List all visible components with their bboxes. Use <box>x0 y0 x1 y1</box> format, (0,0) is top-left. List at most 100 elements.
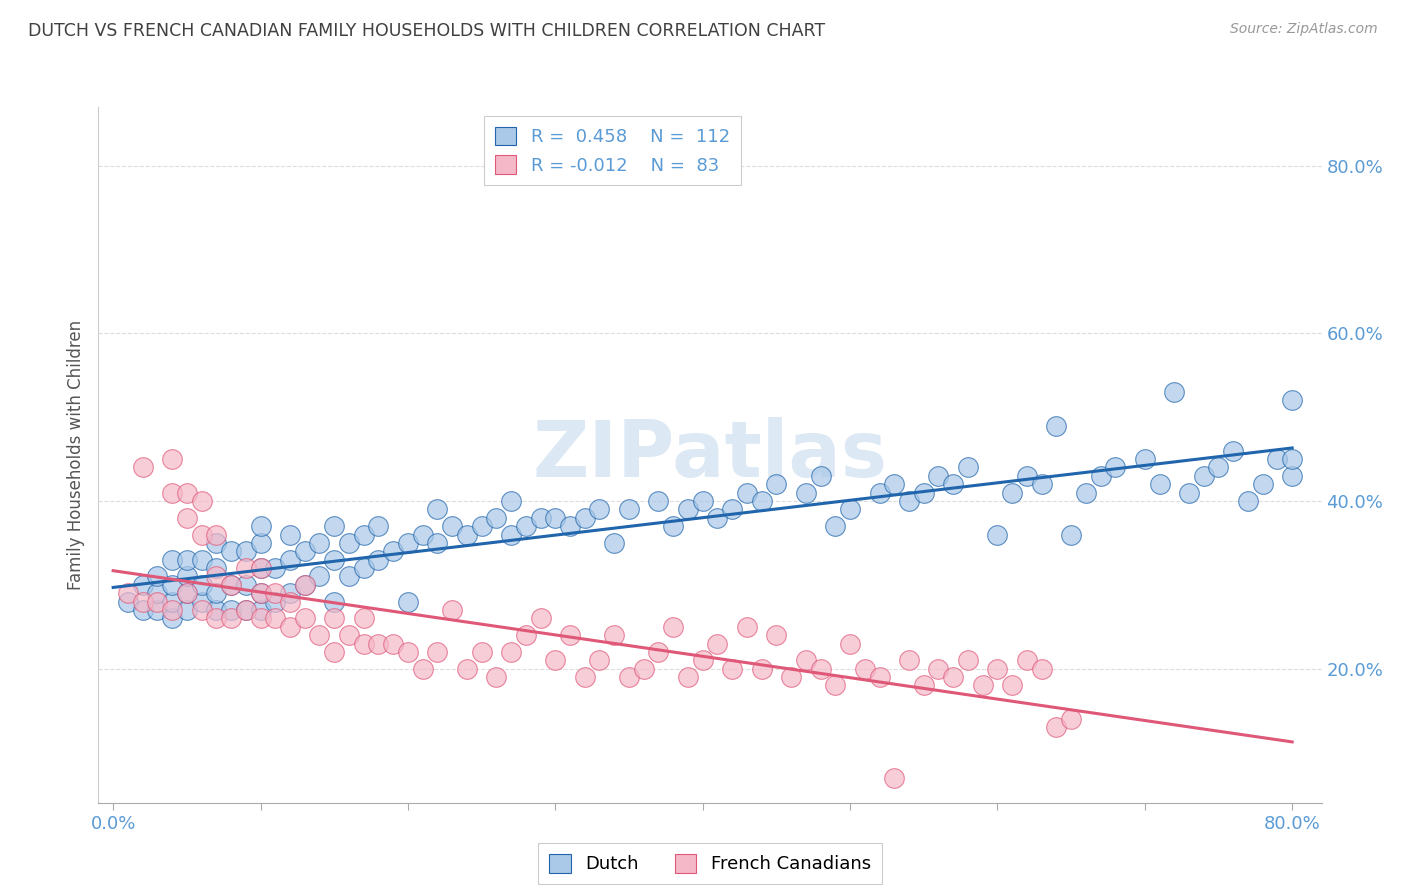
Point <box>308 628 330 642</box>
Point <box>176 510 198 524</box>
Point <box>751 494 773 508</box>
Point <box>235 544 257 558</box>
Point <box>337 536 360 550</box>
Point <box>249 536 271 550</box>
Point <box>308 536 330 550</box>
Point <box>1163 385 1185 400</box>
Point <box>1104 460 1126 475</box>
Point <box>1281 393 1303 408</box>
Point <box>633 662 655 676</box>
Point <box>278 586 301 600</box>
Point <box>353 636 375 650</box>
Point <box>176 586 198 600</box>
Point <box>146 603 169 617</box>
Point <box>337 569 360 583</box>
Point <box>617 502 640 516</box>
Point <box>249 603 271 617</box>
Point <box>972 678 994 692</box>
Point <box>456 527 478 541</box>
Point <box>824 678 846 692</box>
Point <box>190 527 212 541</box>
Point <box>558 519 581 533</box>
Point <box>441 519 464 533</box>
Point <box>219 611 242 625</box>
Point <box>190 594 212 608</box>
Point <box>337 628 360 642</box>
Point <box>912 485 935 500</box>
Point <box>160 485 183 500</box>
Point <box>647 494 669 508</box>
Point <box>176 569 198 583</box>
Point <box>588 502 610 516</box>
Point <box>264 611 287 625</box>
Point <box>942 670 965 684</box>
Point <box>1031 477 1053 491</box>
Point <box>249 611 271 625</box>
Point <box>515 628 537 642</box>
Point <box>603 536 626 550</box>
Point <box>412 662 434 676</box>
Point <box>544 653 567 667</box>
Point <box>927 468 949 483</box>
Point <box>353 561 375 575</box>
Point <box>1133 452 1156 467</box>
Point <box>160 611 183 625</box>
Point <box>367 552 389 566</box>
Point <box>235 578 257 592</box>
Point <box>160 603 183 617</box>
Point <box>574 510 596 524</box>
Point <box>529 611 551 625</box>
Point <box>898 494 921 508</box>
Point <box>765 628 787 642</box>
Point <box>323 519 346 533</box>
Point <box>278 594 301 608</box>
Point <box>721 662 744 676</box>
Point <box>205 586 228 600</box>
Point <box>471 645 494 659</box>
Point <box>515 519 537 533</box>
Point <box>396 645 419 659</box>
Y-axis label: Family Households with Children: Family Households with Children <box>66 320 84 590</box>
Point <box>942 477 965 491</box>
Point <box>824 519 846 533</box>
Point <box>426 645 449 659</box>
Point <box>692 494 714 508</box>
Point <box>219 544 242 558</box>
Point <box>1267 452 1289 467</box>
Point <box>839 636 862 650</box>
Point <box>249 586 271 600</box>
Point <box>382 544 405 558</box>
Point <box>499 494 522 508</box>
Point <box>131 578 153 592</box>
Point <box>883 771 905 785</box>
Point <box>219 578 242 592</box>
Point <box>235 603 257 617</box>
Point <box>117 586 139 600</box>
Point <box>205 611 228 625</box>
Point <box>986 662 1008 676</box>
Point <box>367 636 389 650</box>
Point <box>1090 468 1112 483</box>
Point <box>603 628 626 642</box>
Legend: Dutch, French Canadians: Dutch, French Canadians <box>538 843 882 884</box>
Text: Source: ZipAtlas.com: Source: ZipAtlas.com <box>1230 22 1378 37</box>
Point <box>264 594 287 608</box>
Point <box>499 527 522 541</box>
Point <box>323 594 346 608</box>
Point <box>898 653 921 667</box>
Point <box>160 578 183 592</box>
Point <box>205 569 228 583</box>
Point <box>131 594 153 608</box>
Point <box>146 586 169 600</box>
Point <box>367 519 389 533</box>
Point <box>190 578 212 592</box>
Point <box>131 603 153 617</box>
Point <box>264 586 287 600</box>
Point <box>205 536 228 550</box>
Point <box>146 594 169 608</box>
Point <box>647 645 669 659</box>
Point <box>1045 720 1067 734</box>
Point <box>662 519 685 533</box>
Point <box>839 502 862 516</box>
Point <box>780 670 803 684</box>
